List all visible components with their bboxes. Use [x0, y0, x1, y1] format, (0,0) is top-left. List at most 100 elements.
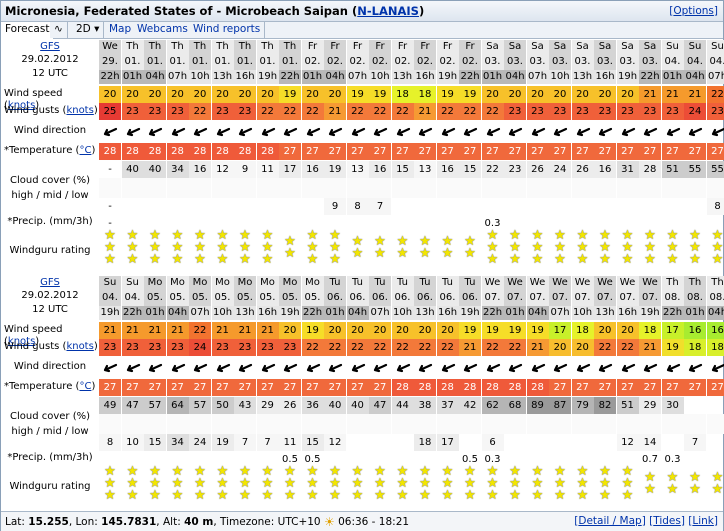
tab-2d[interactable]: 2D ▾: [72, 22, 105, 38]
wind-gust-cell: 22: [436, 103, 459, 120]
wind-speed-cell: 20: [436, 322, 459, 339]
day-header: Su 04.: [121, 276, 144, 306]
rating-star-icon: ★: [509, 464, 521, 479]
wind-gust-cell: 21: [459, 339, 481, 356]
tides-link[interactable]: Tides: [653, 515, 681, 527]
hour-cell: 16h: [234, 70, 256, 84]
day-date: 05.: [304, 292, 321, 303]
day-header: Sa 03.: [594, 40, 616, 70]
day-date: 06.: [327, 292, 343, 303]
cloud-low-cell: [144, 178, 166, 198]
cloud-levels: high / mid / low: [11, 190, 89, 201]
wind-gusts-label-unit-link[interactable]: knots: [66, 105, 94, 116]
day-name: Mo: [147, 277, 163, 288]
wind-gusts-label-text: Wind gusts: [4, 105, 60, 116]
temperature-label-unit-link[interactable]: °C: [79, 145, 92, 156]
run-utc: 12 UTC: [32, 68, 68, 79]
model-label: GFS: [1, 41, 99, 53]
wind-gust-cell: 23: [121, 339, 144, 356]
temperature-cell: 27: [504, 143, 526, 160]
rating-star-icon: ★: [486, 252, 499, 267]
rating-star-icon: ★: [644, 470, 656, 485]
tab-map[interactable]: Map: [105, 22, 137, 38]
rating-star-icon: ★: [644, 240, 656, 255]
link-link[interactable]: Link: [692, 515, 714, 527]
day-name: Th: [126, 41, 139, 52]
tab-wind-reports[interactable]: Wind reports: [189, 22, 266, 38]
cloud-high-cell: 26: [571, 161, 594, 178]
temperature-cell: 27: [99, 379, 121, 396]
rating-star-icon: ★: [464, 464, 476, 479]
day-header: Th 01.: [279, 40, 301, 70]
cloud-high-cell: 36: [301, 397, 324, 414]
cloud-mid-cell: [572, 434, 594, 451]
day-date: 05.: [259, 292, 276, 303]
cloud-low-cell: [661, 414, 684, 434]
rating-star-icon: ★: [576, 252, 589, 267]
day-header: Th 01.: [144, 40, 166, 70]
tz-label: Timezone:: [220, 516, 275, 528]
day-header: Mo 05.: [211, 276, 234, 306]
cloud-mid-cell: [392, 434, 414, 451]
rating-star-icon: ★: [374, 476, 386, 491]
options-link[interactable]: [Options]: [669, 5, 718, 17]
wind-arrow-icon: [707, 120, 724, 142]
day-header: Tu 06.: [346, 276, 369, 306]
day-date: 07.: [597, 292, 613, 303]
hour-cell: 22h: [639, 70, 661, 84]
day-name: Sa: [598, 41, 612, 52]
hour-cell: 19h: [99, 306, 121, 320]
day-header: Fr 02.: [324, 40, 346, 70]
rating-star-icon: ★: [171, 228, 184, 243]
wind-arrow-icon: [324, 356, 346, 378]
hour-cell: 16h: [436, 306, 459, 320]
wind-arrow-icon: [684, 356, 706, 378]
cloud-high-cell: 19: [324, 161, 346, 178]
cloud-high-cell: 40: [144, 161, 166, 178]
day-date: 02.: [327, 56, 343, 67]
wind-speed-cell: 19: [504, 322, 526, 339]
day-date: 08.: [687, 292, 703, 303]
wind-gust-cell: 23: [616, 103, 639, 120]
cloud-mid-cell: 12: [616, 434, 639, 451]
wind-gusts-label-unit-link[interactable]: knots: [66, 341, 94, 352]
cloud-low-cell: [301, 178, 324, 198]
cloud-low-cell: [526, 414, 549, 434]
detail-map-link[interactable]: Detail / Map: [578, 515, 642, 527]
tab-forecast[interactable]: Forecast: [1, 22, 55, 39]
tab-graph[interactable]: ∿: [50, 22, 68, 38]
hour-cell: 19h: [436, 70, 459, 84]
tab-webcams[interactable]: Webcams: [133, 22, 193, 38]
day-date: 01.: [124, 56, 141, 67]
day-header: Su 04.: [661, 40, 684, 70]
cloud-high-cell: 16: [436, 161, 459, 178]
model-link[interactable]: GFS: [40, 277, 60, 288]
wind-arrow-icon: [504, 356, 526, 378]
hour-cell: 13h: [234, 306, 256, 320]
wind-gust-cell: 24: [189, 339, 211, 356]
day-name: Fr: [375, 41, 385, 52]
rating-star-icon: ★: [329, 476, 341, 491]
wind-speed-label-unit-link[interactable]: knots: [7, 336, 36, 347]
day-header: Sa 03.: [616, 40, 639, 70]
wind-speed-cell: 21: [166, 322, 189, 339]
wind-gust-cell: 22: [324, 339, 346, 356]
rating-star-icon: ★: [351, 488, 364, 503]
wind-arrow-icon: [347, 120, 369, 142]
wind-speed-cell: 20: [324, 322, 346, 339]
cloud-low-cell: [324, 414, 346, 434]
wind-speed-cell: 21: [684, 86, 706, 103]
hour-cell: 13h: [594, 306, 616, 320]
spot-code-link[interactable]: N-LANAIS: [357, 4, 419, 18]
hour-cell: 01h: [144, 306, 166, 320]
hour-cell: 19h: [256, 70, 279, 84]
temperature-label-unit-link[interactable]: °C: [79, 381, 92, 392]
hour-cell: 13h: [391, 70, 414, 84]
wind-speed-label-unit-link[interactable]: knots: [7, 100, 36, 111]
model-link[interactable]: GFS: [40, 41, 60, 52]
rating-star-icon: ★: [374, 246, 386, 261]
day-date: 05.: [147, 292, 163, 303]
cloud-mid-cell: [459, 198, 481, 215]
cloud-mid-cell: [414, 198, 436, 215]
day-date: 06.: [349, 292, 366, 303]
